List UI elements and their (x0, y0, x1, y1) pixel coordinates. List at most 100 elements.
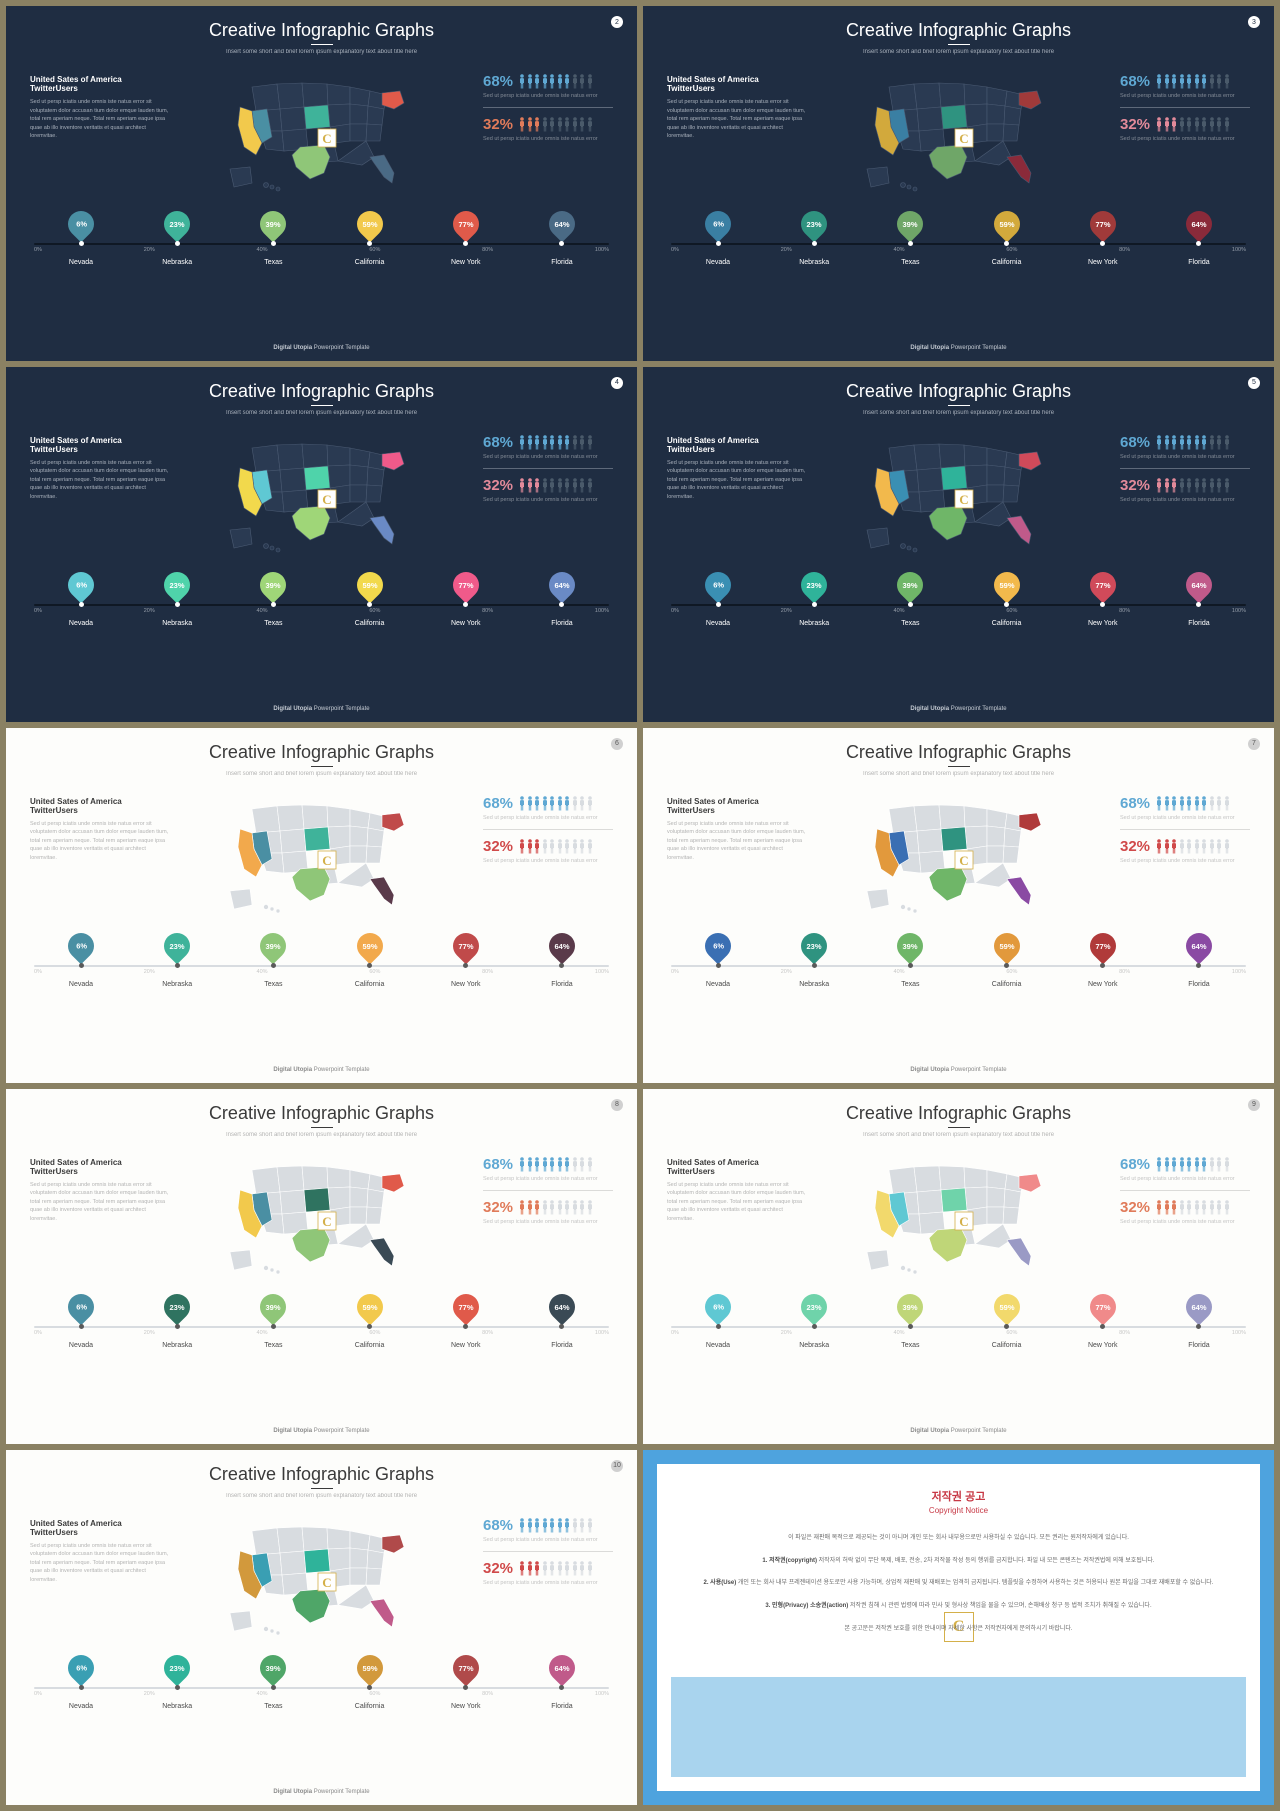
svg-text:C: C (322, 131, 331, 146)
slide-number: 4 (611, 377, 623, 389)
state-nebraska (304, 466, 330, 490)
description-column: United Sates of America TwitterUsers Sed… (667, 69, 807, 199)
pin-label: Texas (250, 259, 296, 266)
pin-label: Florida (1176, 1342, 1222, 1349)
timeline-pin: 64% (539, 572, 585, 601)
state-florida (1007, 155, 1031, 183)
stat-desc: Sed ut persp iciatis unde omnis iste nat… (1120, 858, 1250, 864)
pin-label: New York (1080, 981, 1126, 988)
description-column: United Sates of America TwitterUsers Sed… (667, 430, 807, 560)
timeline: 6% 23% 39% 59% 77% 64% 0%20%40%60%80%100… (671, 1294, 1246, 1352)
description-column: United Sates of America TwitterUsers Sed… (30, 69, 170, 199)
pin-label: Nebraska (154, 1703, 200, 1710)
slide-number: 7 (1248, 738, 1260, 750)
timeline-pin: 64% (1176, 1294, 1222, 1323)
pin-label: Nebraska (154, 620, 200, 627)
left-heading: United Sates of America TwitterUsers (30, 1158, 170, 1176)
timeline-pin: 39% (250, 572, 296, 601)
pin-label: Nevada (58, 259, 104, 266)
stat-percentage: 32% (1120, 1199, 1150, 1216)
timeline-pin: 59% (984, 572, 1030, 601)
pin-label: California (984, 1342, 1030, 1349)
stats-column: 68% Sed ut persp iciatis unde omnis iste… (1120, 430, 1250, 560)
timeline-pin: 59% (347, 211, 393, 240)
stat-percentage: 68% (483, 795, 513, 812)
slide-footer: Digital Utopia Powerpoint Template (667, 1067, 1250, 1073)
timeline-pin: 23% (154, 572, 200, 601)
slide-number: 6 (611, 738, 623, 750)
left-heading: United Sates of America TwitterUsers (667, 1158, 807, 1176)
slide-title: Creative Infographic Graphs (667, 742, 1250, 763)
state-newyork (1019, 91, 1041, 109)
stat-desc: Sed ut persp iciatis unde omnis iste nat… (1120, 93, 1250, 99)
state-texas (929, 506, 967, 540)
timeline-pin: 59% (347, 572, 393, 601)
pin-label: New York (443, 1342, 489, 1349)
timeline-pin: 6% (58, 1294, 104, 1323)
pin-label: New York (443, 981, 489, 988)
pin-label: Nevada (58, 981, 104, 988)
infographic-slide: 3 Creative Infographic Graphs Insert som… (643, 6, 1274, 361)
stats-column: 68% Sed ut persp iciatis unde omnis iste… (483, 1152, 613, 1282)
state-newyork (382, 813, 404, 831)
timeline-pin: 59% (984, 933, 1030, 962)
description-column: United Sates of America TwitterUsers Sed… (30, 791, 170, 921)
pin-label: California (347, 259, 393, 266)
slide-title: Creative Infographic Graphs (667, 381, 1250, 402)
stat-desc: Sed ut persp iciatis unde omnis iste nat… (1120, 815, 1250, 821)
us-map: C (859, 69, 1069, 199)
pin-label: Florida (1176, 981, 1222, 988)
timeline-pin: 77% (1080, 572, 1126, 601)
timeline-pin: 59% (347, 1655, 393, 1684)
timeline-pin: 64% (539, 933, 585, 962)
timeline-pin: 64% (539, 1294, 585, 1323)
timeline-pin: 64% (539, 211, 585, 240)
timeline-pin: 39% (250, 933, 296, 962)
left-heading: United Sates of America TwitterUsers (667, 797, 807, 815)
left-heading: United Sates of America TwitterUsers (30, 75, 170, 93)
pin-label: Nevada (695, 259, 741, 266)
state-nebraska (941, 827, 967, 851)
svg-text:C: C (959, 1214, 968, 1229)
stat-block-2: 32% Sed ut persp iciatis unde omnis iste… (1120, 1199, 1250, 1225)
slide-subtitle: Insert some short and brief lorem ipsum … (667, 410, 1250, 416)
pin-label: Texas (887, 981, 933, 988)
timeline-pin: 77% (443, 1294, 489, 1323)
timeline: 6% 23% 39% 59% 77% 64% 0%20%40%60%80%100… (671, 211, 1246, 269)
timeline-pin: 39% (887, 211, 933, 240)
stat-desc: Sed ut persp iciatis unde omnis iste nat… (483, 1176, 613, 1182)
timeline-pin: 23% (791, 1294, 837, 1323)
slide-number: 8 (611, 1099, 623, 1111)
stat-block-1: 68% Sed ut persp iciatis unde omnis iste… (483, 434, 613, 460)
slide-number: 3 (1248, 16, 1260, 28)
description-column: United Sates of America TwitterUsers Sed… (30, 430, 170, 560)
state-florida (370, 516, 394, 544)
state-texas (292, 506, 330, 540)
pin-label: Nevada (695, 620, 741, 627)
svg-text:C: C (322, 1214, 331, 1229)
stat-desc: Sed ut persp iciatis unde omnis iste nat… (483, 1537, 613, 1543)
stat-desc: Sed ut persp iciatis unde omnis iste nat… (483, 1219, 613, 1225)
slide-title: Creative Infographic Graphs (30, 381, 613, 402)
timeline-pin: 6% (58, 572, 104, 601)
infographic-slide: 2 Creative Infographic Graphs Insert som… (6, 6, 637, 361)
stat-percentage: 68% (1120, 73, 1150, 90)
slide-title: Creative Infographic Graphs (667, 1103, 1250, 1124)
timeline-pin: 23% (154, 933, 200, 962)
timeline-pin: 39% (250, 1294, 296, 1323)
left-text: Sed ut persp iciatis unde omnis iste nat… (667, 459, 807, 502)
pin-label: Nebraska (154, 981, 200, 988)
timeline: 6% 23% 39% 59% 77% 64% 0%20%40%60%80%100… (34, 1655, 609, 1713)
slide-number: 5 (1248, 377, 1260, 389)
slide-subtitle: Insert some short and brief lorem ipsum … (30, 771, 613, 777)
stat-desc: Sed ut persp iciatis unde omnis iste nat… (1120, 1219, 1250, 1225)
us-map: C (859, 430, 1069, 560)
state-florida (1007, 516, 1031, 544)
stat-desc: Sed ut persp iciatis unde omnis iste nat… (1120, 136, 1250, 142)
pin-label: Nebraska (154, 259, 200, 266)
us-map: C (222, 1152, 432, 1282)
stat-percentage: 68% (483, 1156, 513, 1173)
us-map: C (222, 1513, 432, 1643)
timeline: 6% 23% 39% 59% 77% 64% 0%20%40%60%80%100… (34, 933, 609, 991)
state-newyork (382, 91, 404, 109)
